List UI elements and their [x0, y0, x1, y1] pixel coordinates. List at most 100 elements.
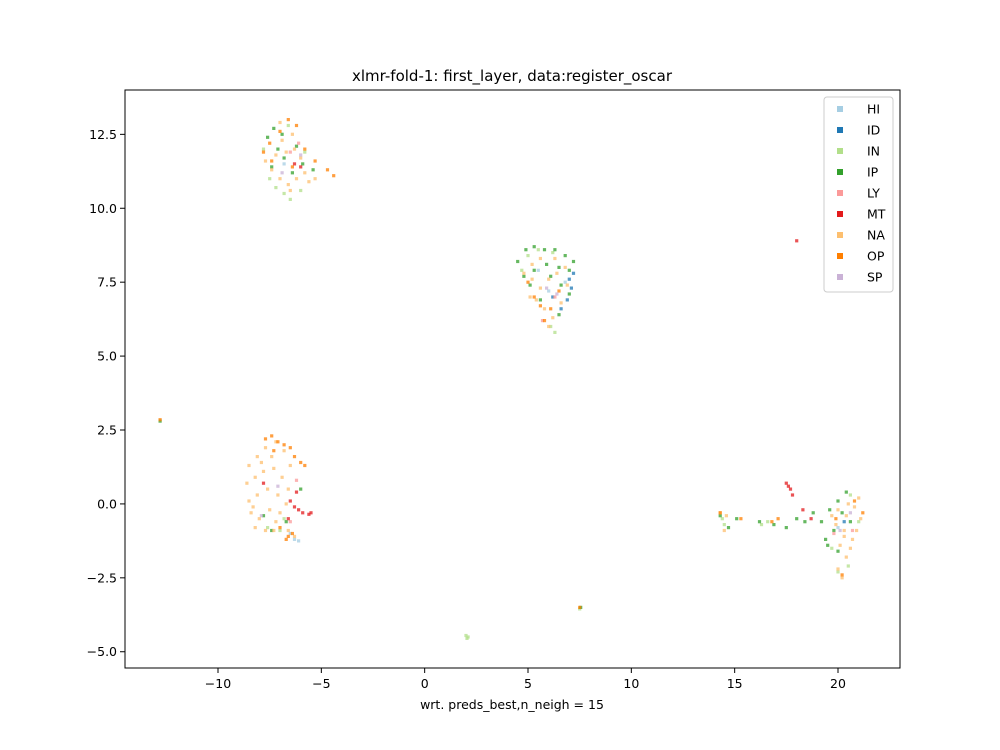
point-op: [303, 147, 307, 151]
x-tick-label: 15: [727, 676, 743, 691]
point-in: [286, 123, 290, 128]
point-id: [559, 307, 563, 311]
point-na: [836, 508, 840, 512]
point-in: [299, 188, 303, 193]
point-na: [857, 496, 861, 500]
point-op: [542, 319, 547, 323]
point-op: [578, 605, 582, 609]
point-in: [282, 517, 286, 521]
point-na: [299, 156, 303, 160]
point-in: [268, 177, 272, 181]
point-ip: [542, 248, 547, 252]
point-na: [282, 449, 286, 453]
point-na: [838, 543, 842, 547]
point-na: [555, 271, 559, 275]
y-tick-label: 2.5: [97, 423, 117, 438]
x-tick-label: 10: [623, 676, 639, 691]
point-na: [274, 153, 278, 157]
point-ly: [297, 141, 301, 145]
point-ip: [532, 268, 536, 272]
point-na: [247, 463, 251, 468]
point-op: [526, 280, 530, 284]
point-hi: [288, 531, 292, 536]
point-op: [276, 440, 280, 444]
point-na: [253, 475, 257, 479]
point-hi: [292, 537, 297, 541]
point-na: [268, 508, 272, 512]
y-axis: −5.0 −2.5 0.0 2.5 5.0 7.5 10.0 12.5: [87, 127, 125, 659]
point-ip: [795, 517, 799, 521]
point-op: [557, 289, 561, 293]
point-in: [848, 493, 852, 497]
point-in: [836, 570, 840, 574]
point-ip: [299, 487, 303, 491]
point-op: [776, 517, 780, 521]
point-na: [313, 177, 317, 181]
point-sp: [280, 171, 284, 175]
point-na: [259, 460, 263, 465]
point-na: [294, 177, 299, 181]
point-ip: [832, 528, 836, 533]
point-in: [536, 248, 540, 252]
y-tick-label: −2.5: [87, 570, 117, 585]
point-ip: [784, 526, 788, 530]
point-na: [722, 528, 726, 533]
point-na: [286, 183, 290, 187]
point-ip: [726, 526, 731, 530]
x-axis: −10 −5 0 5 10 15 20: [205, 668, 846, 691]
legend-label-mt: MT: [867, 207, 886, 222]
point-mt: [786, 484, 790, 488]
point-hi: [563, 280, 567, 284]
point-ip: [280, 132, 284, 136]
point-na: [263, 446, 268, 450]
point-na: [272, 466, 276, 470]
point-ip: [553, 248, 557, 252]
x-axis-label: wrt. preds_best,n_neigh = 15: [420, 697, 604, 712]
point-op: [538, 304, 542, 308]
point-ip: [828, 508, 832, 512]
point-na: [538, 286, 542, 290]
point-na: [842, 528, 846, 533]
point-in: [261, 147, 266, 151]
legend-label-id: ID: [867, 123, 880, 138]
point-mt: [790, 493, 795, 497]
point-op: [290, 531, 294, 536]
point-in: [266, 526, 270, 530]
point-op: [325, 168, 330, 172]
point-op: [739, 517, 743, 521]
point-op: [263, 437, 268, 441]
legend-marker-op: [837, 253, 843, 259]
legend-marker-sp: [837, 274, 843, 280]
point-na: [303, 171, 307, 175]
point-ly: [288, 520, 292, 524]
point-op: [270, 159, 274, 163]
point-id: [567, 277, 571, 281]
point-ip: [532, 245, 536, 249]
legend-box: [823, 96, 894, 293]
point-na: [551, 316, 555, 320]
point-ip: [266, 135, 270, 139]
point-na: [547, 277, 551, 281]
chart-title: xlmr-fold-1: first_layer, data:register_…: [352, 67, 673, 86]
plot-area: [124, 89, 901, 669]
point-na: [247, 499, 251, 503]
point-ly: [553, 295, 557, 299]
point-na: [547, 324, 551, 329]
point-mt: [294, 490, 299, 494]
point-na: [288, 463, 292, 468]
point-na: [563, 265, 567, 269]
x-tick-label: 20: [830, 676, 846, 691]
legend-marker-in: [837, 148, 843, 154]
legend-marker-id: [837, 127, 843, 133]
point-mt: [801, 508, 805, 512]
point-na: [534, 298, 538, 302]
legend-marker-ip: [837, 169, 843, 175]
y-tick-label: 7.5: [97, 275, 117, 290]
point-na: [286, 528, 290, 533]
point-op: [840, 573, 844, 577]
point-mt: [292, 162, 297, 166]
point-na: [844, 555, 848, 559]
point-op: [332, 174, 336, 178]
point-na: [278, 511, 282, 515]
point-in: [553, 330, 557, 334]
